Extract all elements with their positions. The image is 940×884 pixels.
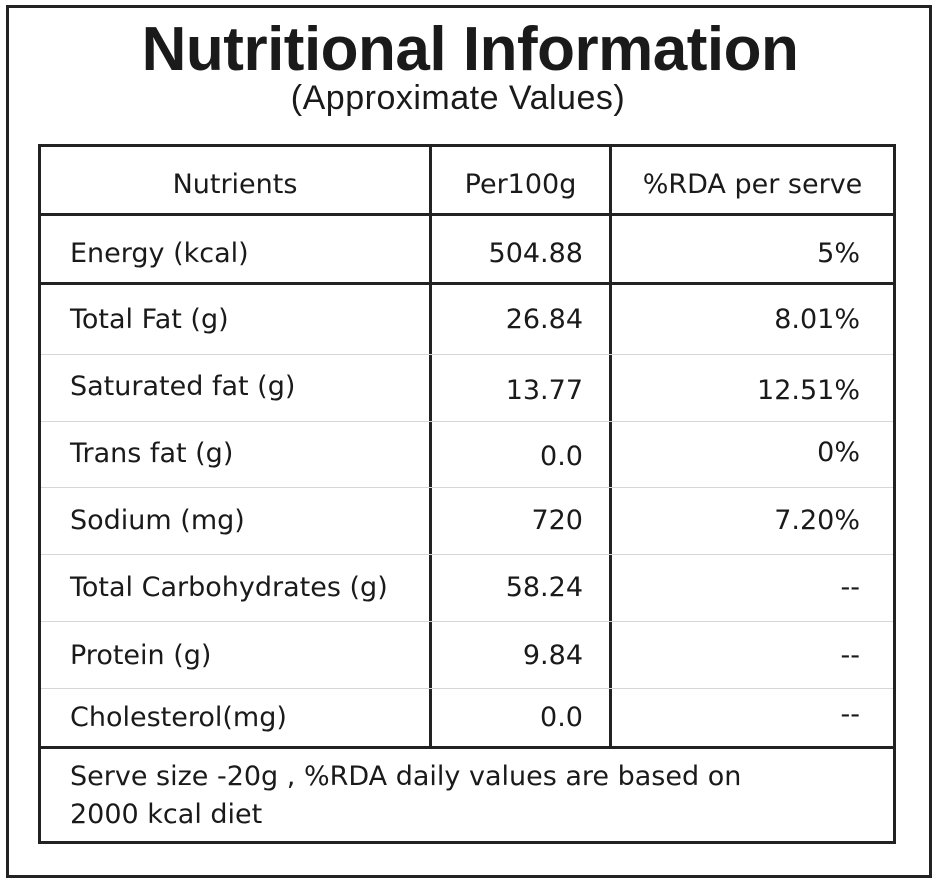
serving-note: Serve size -20g , %RDA daily values are … <box>70 758 870 834</box>
column-divider <box>429 144 432 748</box>
per100g-value: 504.88 <box>488 238 583 269</box>
label-frame <box>6 5 932 878</box>
nutrient-name: Sodium (mg) <box>70 505 245 536</box>
header-nutrients: Nutrients <box>172 169 298 200</box>
row-rule <box>41 554 893 555</box>
column-divider <box>609 144 612 748</box>
page-subtitle: (Approximate Values) <box>290 79 626 117</box>
per100g-value: 26.84 <box>505 304 583 335</box>
energy-rule <box>38 282 896 285</box>
per100g-value: 0.0 <box>540 441 583 472</box>
per100g-value: 720 <box>531 505 583 536</box>
nutrient-name: Saturated fat (g) <box>70 371 296 402</box>
serving-note-line: 2000 kcal diet <box>70 799 263 830</box>
rda-value: 7.20% <box>774 505 860 536</box>
rda-value: -- <box>840 572 861 603</box>
row-rule <box>41 688 893 689</box>
rda-value: 8.01% <box>774 304 860 335</box>
row-rule <box>41 487 893 488</box>
per100g-value: 9.84 <box>522 640 583 671</box>
header-rda: %RDA per serve <box>642 169 863 200</box>
rda-value: 12.51% <box>757 375 860 406</box>
nutrient-name: Total Fat (g) <box>70 304 229 335</box>
serving-note-line: Serve size -20g , %RDA daily values are … <box>70 761 742 792</box>
nutrient-name: Energy (kcal) <box>70 238 249 269</box>
page-title: Nutritional Information <box>141 15 799 84</box>
row-rule <box>41 421 893 422</box>
rda-value: 5% <box>817 238 860 269</box>
row-rule <box>41 354 893 355</box>
nutrient-name: Trans fat (g) <box>70 438 234 469</box>
header-per100g: Per100g <box>464 169 577 200</box>
per100g-value: 0.0 <box>540 702 583 733</box>
header-rule <box>38 213 896 216</box>
nutrient-name: Total Carbohydrates (g) <box>70 572 388 603</box>
nutrient-name: Cholesterol(mg) <box>70 702 287 733</box>
rda-value: -- <box>840 640 861 671</box>
per100g-value: 58.24 <box>505 572 583 603</box>
per100g-value: 13.77 <box>505 375 583 406</box>
footer-rule <box>38 746 896 749</box>
nutrient-name: Protein (g) <box>70 640 212 671</box>
rda-value: 0% <box>817 437 860 468</box>
row-rule <box>41 621 893 622</box>
rda-value: -- <box>840 699 861 730</box>
nutrition-table <box>38 144 896 844</box>
